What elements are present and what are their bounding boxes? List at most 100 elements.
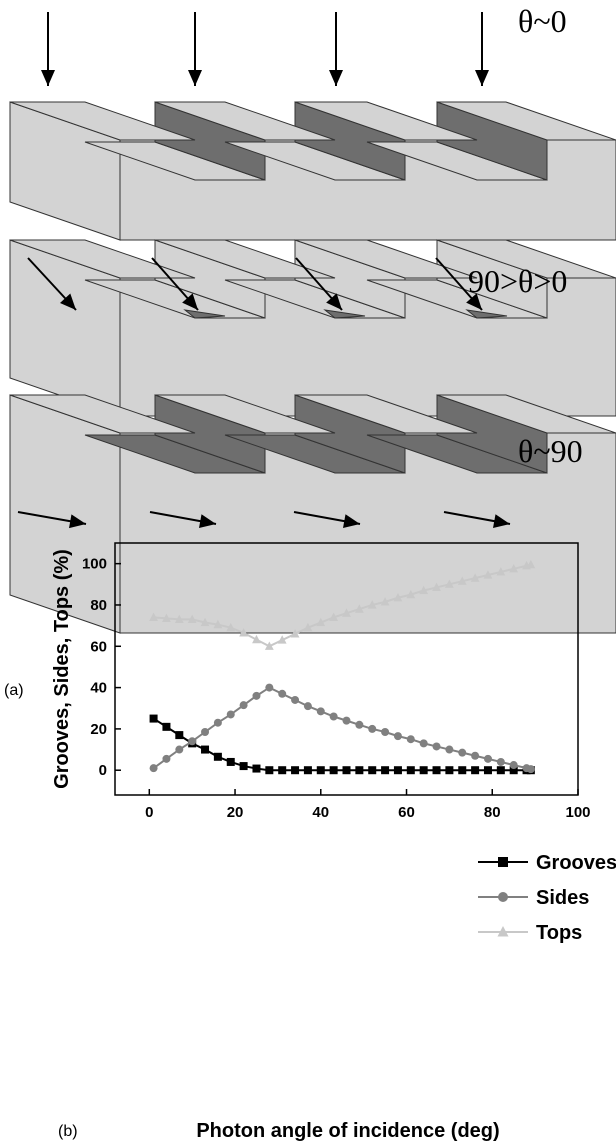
marker [213,718,222,727]
marker [252,634,261,644]
x-tick-label: 40 [312,804,329,821]
marker [355,720,364,729]
legend-marker [497,926,509,937]
marker [291,766,300,775]
marker [342,766,351,775]
marker [393,766,402,775]
top-surface [154,394,336,434]
marker [483,570,493,579]
arrow-head [475,70,489,86]
top-surface [436,394,616,434]
plot-frame [114,542,579,796]
marker [470,573,480,582]
groove-shadow [465,309,508,319]
marker [201,728,210,736]
top-surface [294,394,478,434]
marker [381,766,390,775]
marker [174,614,184,624]
marker [303,766,312,775]
marker [445,766,454,775]
x-tick-label: 100 [565,804,590,821]
marker [526,765,535,774]
marker [368,766,377,775]
marker [316,766,325,775]
marker [290,629,300,638]
marker [316,617,326,627]
marker [458,766,467,775]
marker [368,724,377,733]
marker [432,582,441,592]
y-tick-label: 100 [82,556,107,573]
x-tick-label: 80 [484,804,501,821]
marker [213,619,223,629]
marker [354,604,364,613]
marker [239,628,249,637]
y-tick-label: 40 [90,680,107,697]
panel-label: (a) [4,682,24,699]
marker [496,766,505,775]
arrow-head [182,293,198,310]
legend-marker [498,892,508,902]
series-line [153,717,531,772]
marker [432,742,441,751]
angle-label: θ~0 [518,3,567,39]
marker [329,612,339,621]
groove-diagram [9,12,616,634]
marker [432,766,441,775]
marker [419,739,428,748]
x-tick-label: 0 [145,804,153,821]
arrow-head [60,293,76,310]
marker [419,766,428,775]
marker [496,567,506,576]
top-surface [436,239,616,279]
marker [471,751,480,760]
marker [252,764,261,773]
top-surface [294,239,478,279]
marker [162,613,171,622]
arrow-head [329,70,343,86]
marker [329,712,338,721]
marker [264,641,274,650]
x-tick-label: 20 [227,804,244,821]
marker [200,617,210,627]
arrow-head [41,70,55,86]
marker [277,635,287,644]
marker [380,597,390,606]
marker [291,695,300,704]
arrow-head [199,514,216,529]
groove-shadow [183,309,226,319]
y-tick-label: 0 [99,762,107,779]
marker [526,559,536,569]
legend-label: Grooves [536,852,616,874]
top-surface [294,101,478,141]
marker [393,732,402,741]
legend-label: Tops [536,922,582,944]
marker [406,589,416,599]
chart: 0 20 40 60 80 100 0 20 40 60 80 100 Grooves Sides Tops [82,556,616,944]
top-surface [154,239,336,279]
marker [406,766,415,775]
top-surface [154,101,336,141]
arrow-head [343,514,360,529]
marker [457,576,467,585]
marker [355,766,364,775]
marker [406,735,415,744]
marker [265,766,274,775]
marker [458,748,467,757]
legend-marker [498,857,508,867]
top-surface [9,239,196,279]
marker [483,766,492,775]
marker [278,689,287,698]
marker [483,754,492,763]
marker [367,600,377,609]
marker [393,592,403,602]
y-tick-label: 20 [90,721,107,738]
y-tick-label: 80 [90,597,107,614]
top-surface [436,101,616,141]
marker [239,701,248,710]
marker [265,683,274,692]
y-tick-label: 60 [90,638,107,655]
marker [188,737,197,746]
marker [213,752,222,761]
arrow-head [188,70,202,86]
